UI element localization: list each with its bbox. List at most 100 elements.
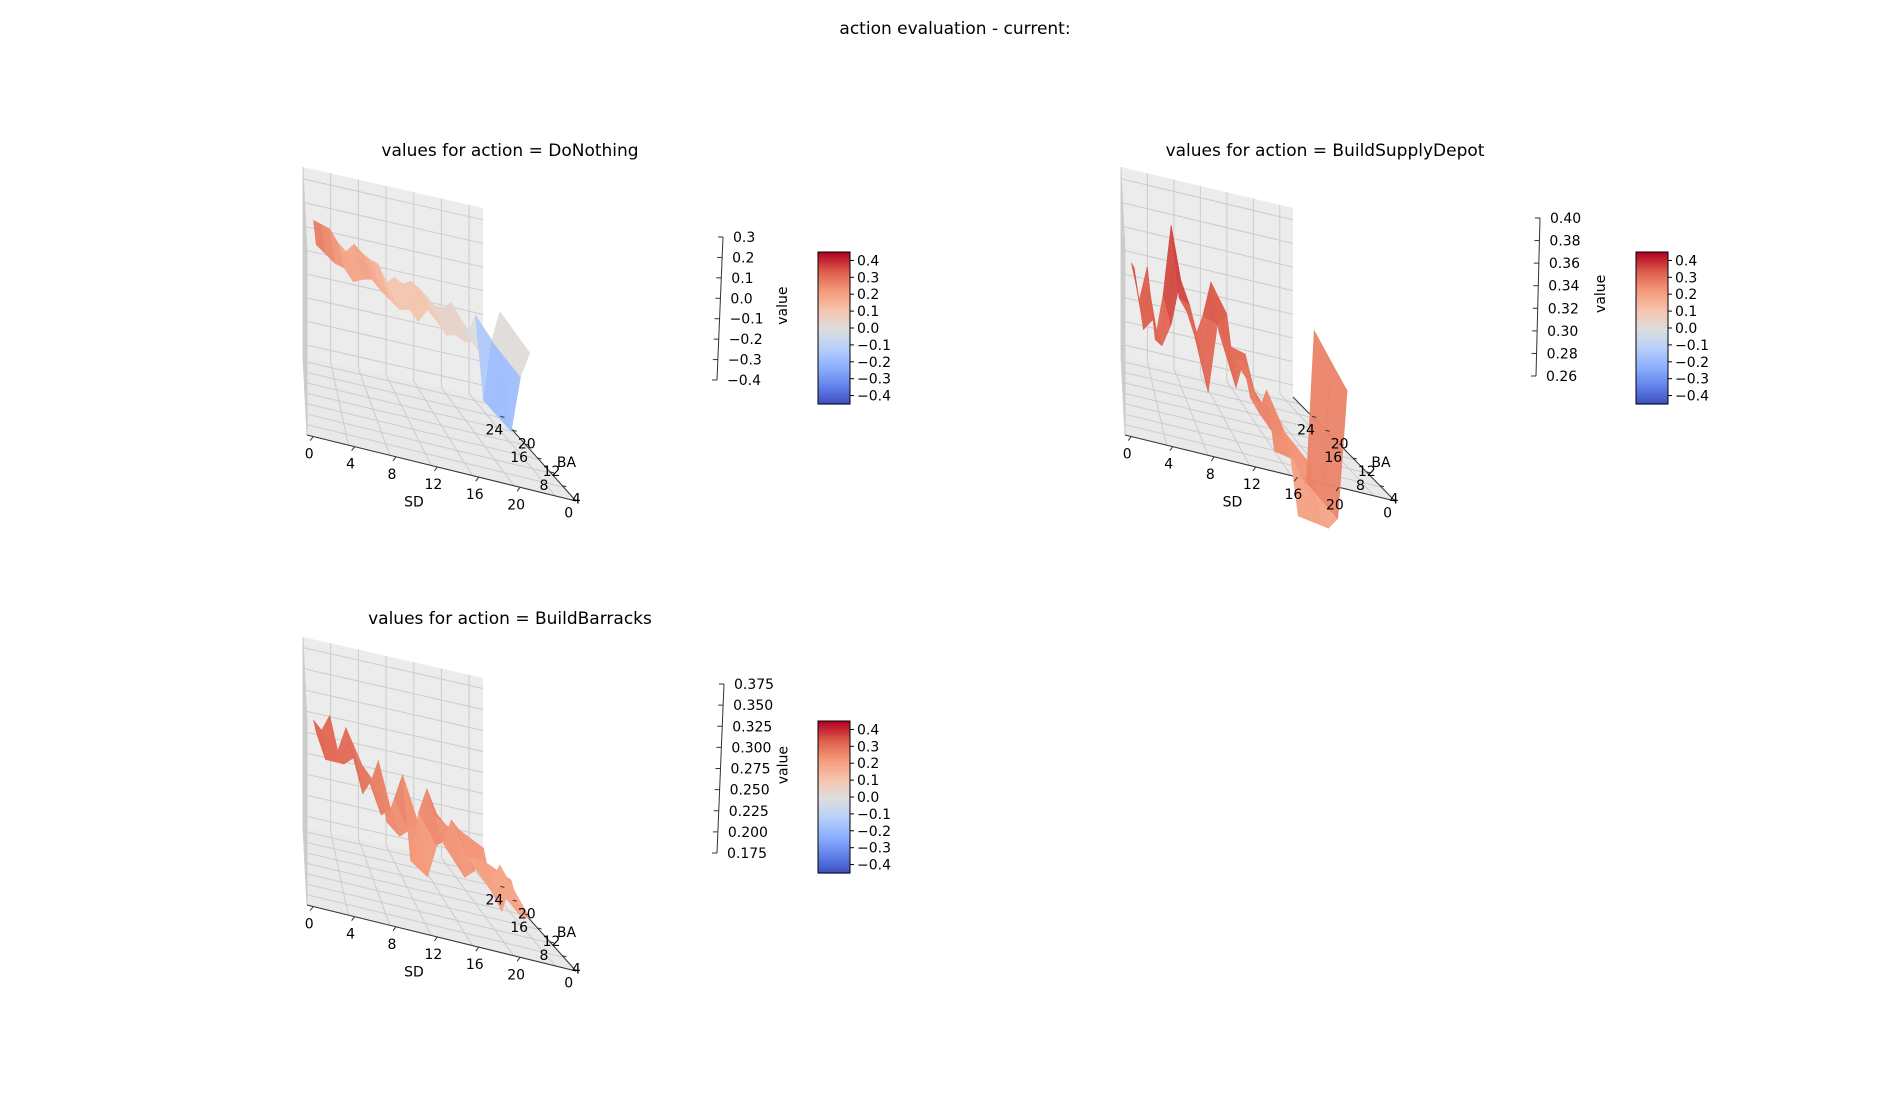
x-tick-mark (309, 436, 314, 441)
y-tick-label: 4 (572, 492, 581, 508)
colorbar-band (818, 333, 850, 337)
z-tick-label: −0.1 (730, 312, 764, 328)
colorbar-band (818, 325, 850, 329)
y-tick-mark (549, 941, 555, 944)
colorbar-band (1636, 292, 1668, 296)
z-grid (1120, 225, 1294, 306)
colorbar-band (1636, 328, 1668, 332)
colorbar-band (1636, 257, 1668, 261)
colorbar-band (818, 252, 850, 256)
z-tick-label: 0.200 (728, 825, 768, 841)
colorbar-band (818, 807, 850, 811)
y-tick-label: 0 (1383, 506, 1392, 522)
floor-grid-x (1173, 368, 1209, 456)
y-tick-label: 4 (572, 962, 581, 978)
colorbar-band (818, 269, 850, 273)
colorbar-band (818, 822, 850, 826)
colorbar-band (818, 824, 850, 828)
z-grid (1120, 249, 1294, 329)
colorbar-band (818, 746, 850, 750)
colorbar-band (818, 794, 850, 798)
colorbar-tick-label: 0.3 (1675, 270, 1697, 286)
colorbar-tick-label: −0.1 (857, 338, 891, 354)
colorbar-band (1636, 335, 1668, 339)
colorbar: 0.40.30.20.10.0−0.1−0.2−0.3−0.4 (817, 720, 891, 874)
colorbar-band (818, 345, 850, 349)
floor-grid-y (304, 851, 515, 903)
colorbar-band (818, 366, 850, 370)
figure-suptitle: action evaluation - current: (839, 19, 1070, 39)
x-tick-mark (475, 946, 480, 952)
x-tick-label: 0 (305, 917, 314, 933)
colorbar-band (818, 797, 850, 801)
colorbar-band (818, 723, 850, 727)
colorbar-band (818, 376, 850, 380)
y-tick-label: 12 (1358, 464, 1376, 480)
colorbar-band (818, 262, 850, 266)
colorbar-band (1636, 279, 1668, 283)
colorbar-band (1636, 290, 1668, 294)
colorbar-band (1636, 320, 1668, 324)
x-tick-mark (351, 916, 355, 921)
x-tick-mark (1293, 476, 1298, 482)
subplot-title: values for action = BuildSupplyDepot (1166, 141, 1485, 161)
colorbar-tick-label: −0.3 (857, 841, 891, 857)
floor-grid-x (1226, 380, 1292, 476)
colorbar-band (818, 751, 850, 755)
colorbar-band (818, 358, 850, 362)
floor-grid-x (1146, 362, 1168, 446)
colorbar-band (818, 840, 850, 844)
x-tick-label: 0 (305, 447, 314, 463)
colorbar-band (818, 791, 850, 796)
y-tick-mark (1366, 471, 1371, 474)
x-axis-line (306, 434, 577, 502)
colorbar-tick-label: 0.1 (857, 304, 879, 320)
colorbar-band (1636, 350, 1668, 354)
z-axis-label: value (1593, 275, 1609, 313)
colorbar-band (1636, 315, 1668, 319)
z-tick-label: 0.38 (1549, 234, 1580, 250)
colorbar-band (818, 340, 850, 344)
colorbar-band (1636, 295, 1668, 299)
colorbar-band (818, 391, 850, 395)
z-tick-label: 0.32 (1548, 301, 1579, 317)
colorbar-band (818, 804, 850, 808)
y-tick-mark (1325, 429, 1330, 432)
z-grid (302, 730, 484, 811)
colorbar-band (1636, 398, 1668, 403)
colorbar-band (818, 870, 850, 874)
z-grid (302, 667, 484, 748)
z-tick-label: 0.0 (730, 291, 752, 307)
y-tick-mark (574, 499, 579, 502)
colorbar-band (818, 812, 850, 816)
y-tick-label: 16 (510, 920, 528, 936)
colorbar-tick-label: −0.1 (1675, 338, 1709, 354)
colorbar-band (818, 741, 850, 745)
y-tick-mark (537, 457, 542, 460)
floor-grid-y (304, 392, 527, 447)
floor-grid-x (357, 838, 391, 926)
y-tick-label: 8 (539, 948, 548, 964)
subplot-title: values for action = BuildBarracks (368, 609, 652, 629)
subplot-donothing: 048121620SD04812162024BA0.30.20.10.0−0.1… (302, 141, 891, 522)
colorbar-band (818, 756, 850, 760)
y-tick-label: 0 (564, 506, 573, 522)
colorbar-band (818, 277, 850, 281)
floor-grid-x (330, 362, 349, 446)
colorbar-band (818, 759, 850, 763)
colorbar-tick-label: −0.4 (1675, 389, 1709, 405)
x-tick-label: 8 (388, 937, 397, 953)
colorbar-band (1636, 330, 1668, 334)
z-tick-label: 0.275 (731, 762, 771, 778)
floor-grid-y (1122, 381, 1328, 433)
colorbar-band (818, 862, 850, 866)
colorbar-tick-label: −0.2 (857, 824, 891, 840)
y-tick-mark (574, 969, 579, 972)
colorbar-band (818, 827, 850, 831)
colorbar-band (1636, 325, 1668, 329)
x-tick-mark (309, 906, 314, 911)
x-axis-label: SD (1223, 495, 1243, 511)
colorbar-band (818, 315, 850, 319)
x-tick-mark (1210, 456, 1215, 462)
z-axis-line (716, 236, 724, 381)
